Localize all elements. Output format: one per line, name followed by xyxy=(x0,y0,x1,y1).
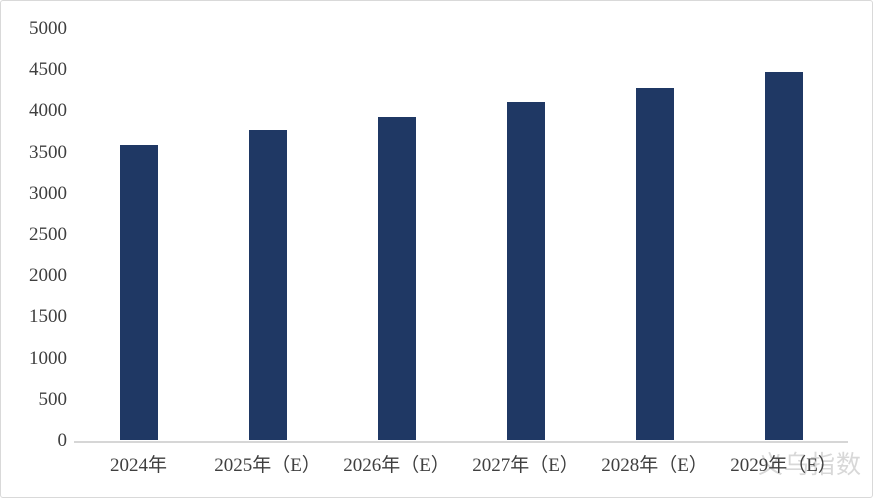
y-axis-tick-label: 3500 xyxy=(29,141,67,163)
bar-6 xyxy=(764,71,803,440)
x-axis-label: 2024年 xyxy=(109,455,167,476)
y-axis-tick-label: 1500 xyxy=(29,306,67,328)
x-axis-label: 2025年（E） xyxy=(214,455,321,476)
y-axis-tick-label: 3000 xyxy=(29,182,67,204)
x-axis-label: 2028年（E） xyxy=(601,455,708,476)
y-axis-tick-label: 4500 xyxy=(29,59,67,81)
x-axis-line xyxy=(74,441,848,443)
watermark: 义乌指数 xyxy=(757,452,862,479)
y-axis-tick-label: 2000 xyxy=(29,265,67,287)
y-axis-tick-label: 0 xyxy=(57,430,68,451)
y-axis-tick-label: 5000 xyxy=(29,18,67,39)
bar-1 xyxy=(119,145,158,440)
y-axis-tick-label: 1000 xyxy=(29,347,67,369)
bar-5 xyxy=(635,88,674,440)
x-axis-label: 2027年（E） xyxy=(472,455,579,476)
x-axis-label: 2029年（E） xyxy=(730,455,837,476)
bar-3 xyxy=(377,117,416,440)
y-axis-tick-label: 500 xyxy=(38,388,68,410)
x-axis-label: 2026年（E） xyxy=(343,455,450,476)
bar-2 xyxy=(248,130,287,440)
y-axis-tick-label: 4000 xyxy=(29,100,67,122)
bar-4 xyxy=(506,102,545,440)
y-axis-tick-label: 2500 xyxy=(29,224,67,245)
